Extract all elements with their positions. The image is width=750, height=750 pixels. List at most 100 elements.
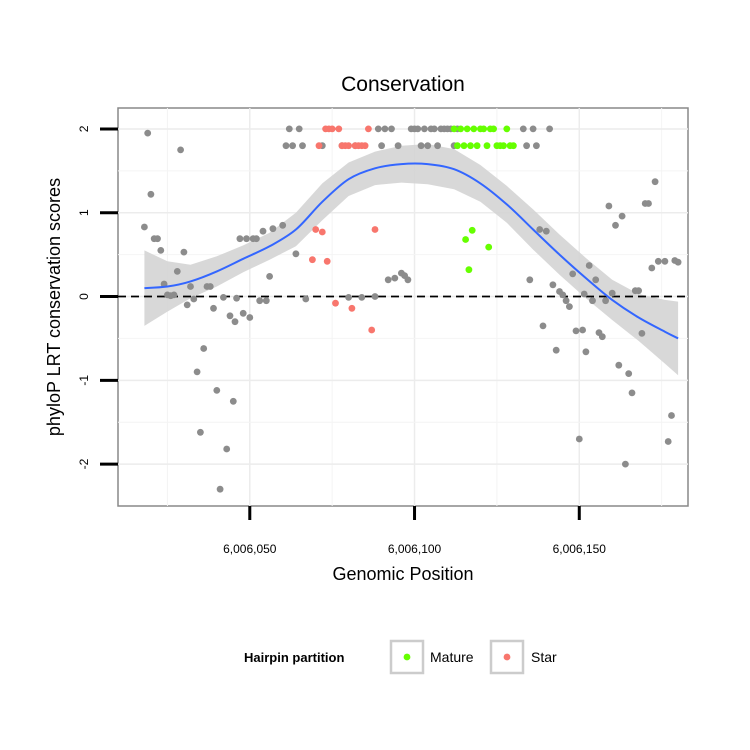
point-mature (463, 125, 471, 133)
point-other (299, 142, 306, 150)
point-other (625, 370, 633, 377)
point-mature (500, 142, 507, 150)
point-other (266, 273, 273, 280)
point-other (602, 297, 609, 305)
point-star (323, 257, 331, 265)
point-other (615, 361, 623, 369)
point-other (295, 125, 303, 133)
y-axis: -2 -1 0 1 2 (77, 125, 118, 469)
x-tick-label: 6,006,150 (553, 542, 607, 556)
legend-title: Hairpin partition (244, 650, 344, 665)
point-star (318, 228, 326, 236)
y-tick-label: -1 (77, 375, 91, 386)
point-mature (485, 243, 493, 251)
point-other (200, 345, 208, 352)
point-other (180, 248, 188, 256)
point-star (371, 226, 379, 233)
point-other (160, 280, 168, 288)
point-other (197, 428, 204, 436)
x-axis: 6,006,050 6,006,100 6,006,150 (223, 506, 606, 556)
point-other (216, 485, 224, 493)
point-other (223, 445, 231, 453)
point-other (374, 125, 382, 133)
point-other (526, 276, 534, 284)
point-other (572, 327, 580, 335)
legend-key-star (489, 639, 525, 675)
point-other (229, 397, 237, 405)
point-other (206, 283, 214, 290)
point-other (282, 142, 290, 150)
legend-entry-star: Star (489, 639, 557, 675)
point-other (529, 125, 537, 133)
point-other (231, 318, 239, 326)
point-other (177, 146, 185, 154)
point-other (394, 142, 402, 150)
point-other (256, 297, 264, 305)
data-points (141, 125, 682, 493)
x-axis-title: Genomic Position (332, 564, 473, 584)
smooth-curve (144, 162, 679, 340)
point-other (430, 125, 438, 133)
y-tick-label: 2 (77, 125, 91, 132)
point-other (622, 460, 629, 468)
point-other (536, 226, 544, 233)
point-other (559, 291, 567, 299)
point-other (628, 389, 636, 397)
point-other (183, 301, 191, 309)
point-other (193, 368, 201, 376)
point-other (384, 276, 392, 284)
point-other (404, 276, 412, 284)
point-other (170, 291, 178, 299)
point-other (552, 346, 560, 354)
point-other (233, 294, 241, 302)
point-star (328, 125, 336, 133)
point-other (358, 294, 366, 301)
point-other (566, 303, 573, 310)
point-other (618, 212, 626, 220)
point-star (345, 142, 352, 150)
point-other (236, 235, 244, 243)
point-other (378, 142, 385, 150)
point-other (302, 295, 310, 303)
point-mature (503, 125, 511, 133)
point-other (569, 270, 577, 278)
point-star (348, 304, 356, 312)
point-other (141, 223, 148, 231)
point-other (345, 294, 352, 301)
y-axis-title: phyloP LRT conservation scores (44, 178, 64, 436)
point-other (592, 276, 600, 284)
point-mature (470, 125, 478, 133)
point-other (226, 312, 234, 320)
point-other (434, 142, 441, 150)
point-other (519, 125, 527, 133)
point-other (213, 387, 221, 394)
point-other (388, 125, 395, 133)
legend-entry-mature: Mature (389, 639, 474, 675)
point-other (154, 235, 161, 243)
point-mature (490, 125, 497, 133)
point-other (542, 227, 550, 235)
legend: Hairpin partition Mature Star (244, 639, 557, 675)
confidence-band-area (144, 144, 679, 376)
point-other (187, 283, 194, 290)
point-other (289, 142, 296, 150)
point-other (391, 274, 399, 282)
point-other (585, 262, 593, 269)
point-mature (465, 266, 473, 274)
point-other (246, 314, 254, 321)
point-other (173, 268, 181, 275)
point-other (144, 129, 152, 137)
point-mature (510, 142, 517, 150)
legend-dot-mature (403, 653, 411, 661)
point-other (598, 333, 606, 341)
point-other (243, 235, 250, 243)
point-star (335, 125, 343, 133)
y-tick-label: -2 (77, 458, 91, 469)
point-other (608, 289, 616, 297)
point-mature (454, 142, 461, 150)
point-other (371, 293, 379, 300)
point-other (269, 225, 277, 233)
point-other (582, 348, 590, 356)
point-other (664, 438, 672, 445)
point-other (546, 125, 553, 133)
